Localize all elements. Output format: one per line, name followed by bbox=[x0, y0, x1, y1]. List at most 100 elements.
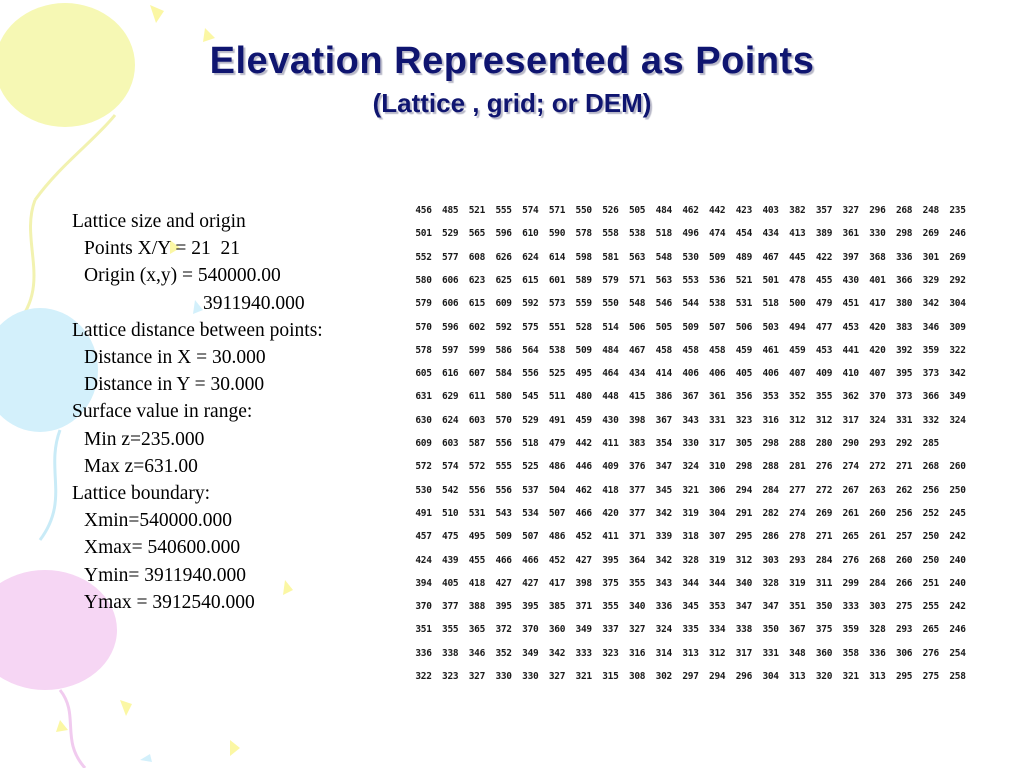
elevation-value: 405 bbox=[442, 577, 459, 589]
elevation-value: 271 bbox=[815, 531, 833, 543]
elevation-value: 500 bbox=[789, 298, 806, 310]
elevation-value: 261 bbox=[869, 531, 886, 543]
elevation-value: 235 bbox=[949, 205, 966, 216]
elevation-value: 324 bbox=[949, 414, 966, 426]
elevation-value: 367 bbox=[682, 391, 699, 403]
elevation-value: 606 bbox=[442, 298, 459, 310]
elevation-value: 347 bbox=[735, 601, 753, 613]
elevation-value: 290 bbox=[842, 438, 860, 449]
elevation-value: 625 bbox=[495, 274, 512, 286]
elevation-value: 338 bbox=[442, 647, 459, 659]
elevation-value: 629 bbox=[442, 391, 459, 403]
elevation-value: 298 bbox=[735, 461, 753, 473]
info-line: Lattice distance between points: bbox=[72, 319, 323, 341]
elevation-value: 417 bbox=[548, 577, 566, 589]
elevation-value: 245 bbox=[949, 507, 966, 519]
elevation-value: 353 bbox=[709, 601, 726, 613]
elevation-value: 358 bbox=[842, 647, 860, 659]
elevation-value: 406 bbox=[762, 368, 779, 380]
elevation-value: 372 bbox=[495, 624, 512, 636]
elevation-value: 359 bbox=[922, 344, 940, 356]
elevation-value: 610 bbox=[522, 228, 539, 240]
elevation-value: 351 bbox=[415, 624, 432, 636]
elevation-value: 388 bbox=[468, 601, 486, 613]
elevation-value: 395 bbox=[602, 554, 619, 566]
elevation-value: 382 bbox=[789, 205, 806, 216]
elevation-value: 336 bbox=[415, 647, 432, 659]
elevation-value: 430 bbox=[602, 414, 619, 426]
elevation-value: 528 bbox=[575, 321, 593, 333]
elevation-value: 504 bbox=[548, 484, 566, 496]
elevation-value: 558 bbox=[602, 228, 619, 240]
elevation-value: 269 bbox=[949, 251, 966, 263]
elevation-value: 530 bbox=[415, 484, 432, 496]
elevation-value: 484 bbox=[602, 344, 619, 356]
elevation-value: 350 bbox=[815, 601, 833, 613]
elevation-value: 570 bbox=[415, 321, 432, 333]
elevation-value: 580 bbox=[415, 274, 432, 286]
elevation-value: 272 bbox=[869, 461, 886, 473]
elevation-value: 550 bbox=[575, 205, 593, 216]
elevation-value: 276 bbox=[842, 554, 860, 566]
elevation-value: 596 bbox=[442, 321, 459, 333]
elevation-value: 320 bbox=[815, 671, 833, 682]
elevation-value: 398 bbox=[575, 577, 593, 589]
elevation-value: 574 bbox=[442, 461, 459, 473]
elevation-value: 410 bbox=[842, 368, 860, 380]
elevation-value: 550 bbox=[602, 298, 619, 310]
elevation-value: 274 bbox=[789, 507, 806, 519]
elevation-value: 330 bbox=[522, 671, 539, 682]
elevation-value: 563 bbox=[628, 251, 646, 263]
info-line: Distance in X = 30.000 bbox=[84, 347, 266, 369]
elevation-value: 299 bbox=[842, 577, 860, 589]
elevation-value: 275 bbox=[922, 671, 940, 682]
elevation-value: 262 bbox=[895, 484, 913, 496]
elevation-value: 268 bbox=[922, 461, 940, 473]
elevation-value: 323 bbox=[602, 647, 619, 659]
elevation-value: 250 bbox=[949, 484, 966, 496]
lattice-info-text: Lattice size and origin Points X/Y = 21 2… bbox=[72, 208, 323, 616]
elevation-value: 336 bbox=[655, 601, 673, 613]
elevation-value: 548 bbox=[655, 251, 673, 263]
elevation-value: 314 bbox=[655, 647, 673, 659]
elevation-value: 420 bbox=[869, 321, 886, 333]
elevation-value: 342 bbox=[922, 298, 940, 310]
elevation-value: 362 bbox=[842, 391, 860, 403]
elevation-value: 467 bbox=[628, 344, 646, 356]
elevation-value: 459 bbox=[735, 344, 753, 356]
elevation-value: 337 bbox=[602, 624, 619, 636]
elevation-value: 452 bbox=[575, 531, 593, 543]
elevation-value: 420 bbox=[869, 344, 886, 356]
elevation-value: 352 bbox=[495, 647, 512, 659]
elevation-value: 626 bbox=[495, 251, 512, 263]
elevation-value: 380 bbox=[895, 298, 913, 310]
elevation-value: 507 bbox=[709, 321, 726, 333]
elevation-value: 424 bbox=[415, 554, 432, 566]
elevation-value: 606 bbox=[442, 274, 459, 286]
elevation-value: 623 bbox=[468, 274, 486, 286]
elevation-value: 602 bbox=[468, 321, 486, 333]
elevation-value: 462 bbox=[682, 205, 699, 216]
elevation-value: 383 bbox=[628, 438, 646, 449]
elevation-value: 316 bbox=[762, 414, 779, 426]
elevation-value: 479 bbox=[548, 438, 566, 449]
elevation-value: 466 bbox=[522, 554, 539, 566]
elevation-value: 349 bbox=[949, 391, 966, 403]
elevation-value: 284 bbox=[815, 554, 833, 566]
elevation-value: 317 bbox=[842, 414, 860, 426]
elevation-value: 389 bbox=[815, 228, 833, 240]
elevation-value: 563 bbox=[655, 274, 673, 286]
elevation-value: 296 bbox=[735, 671, 753, 682]
elevation-value: 599 bbox=[468, 344, 486, 356]
elevation-value: 336 bbox=[869, 647, 886, 659]
elevation-value: 601 bbox=[548, 274, 566, 286]
elevation-value: 597 bbox=[442, 344, 459, 356]
elevation-value: 409 bbox=[602, 461, 619, 473]
elevation-value: 518 bbox=[762, 298, 779, 310]
elevation-value: 544 bbox=[682, 298, 699, 310]
elevation-value: 331 bbox=[709, 414, 726, 426]
elevation-value: 514 bbox=[602, 321, 619, 333]
elevation-value: 278 bbox=[789, 531, 806, 543]
elevation-value: 603 bbox=[468, 414, 486, 426]
elevation-value: 571 bbox=[628, 274, 646, 286]
